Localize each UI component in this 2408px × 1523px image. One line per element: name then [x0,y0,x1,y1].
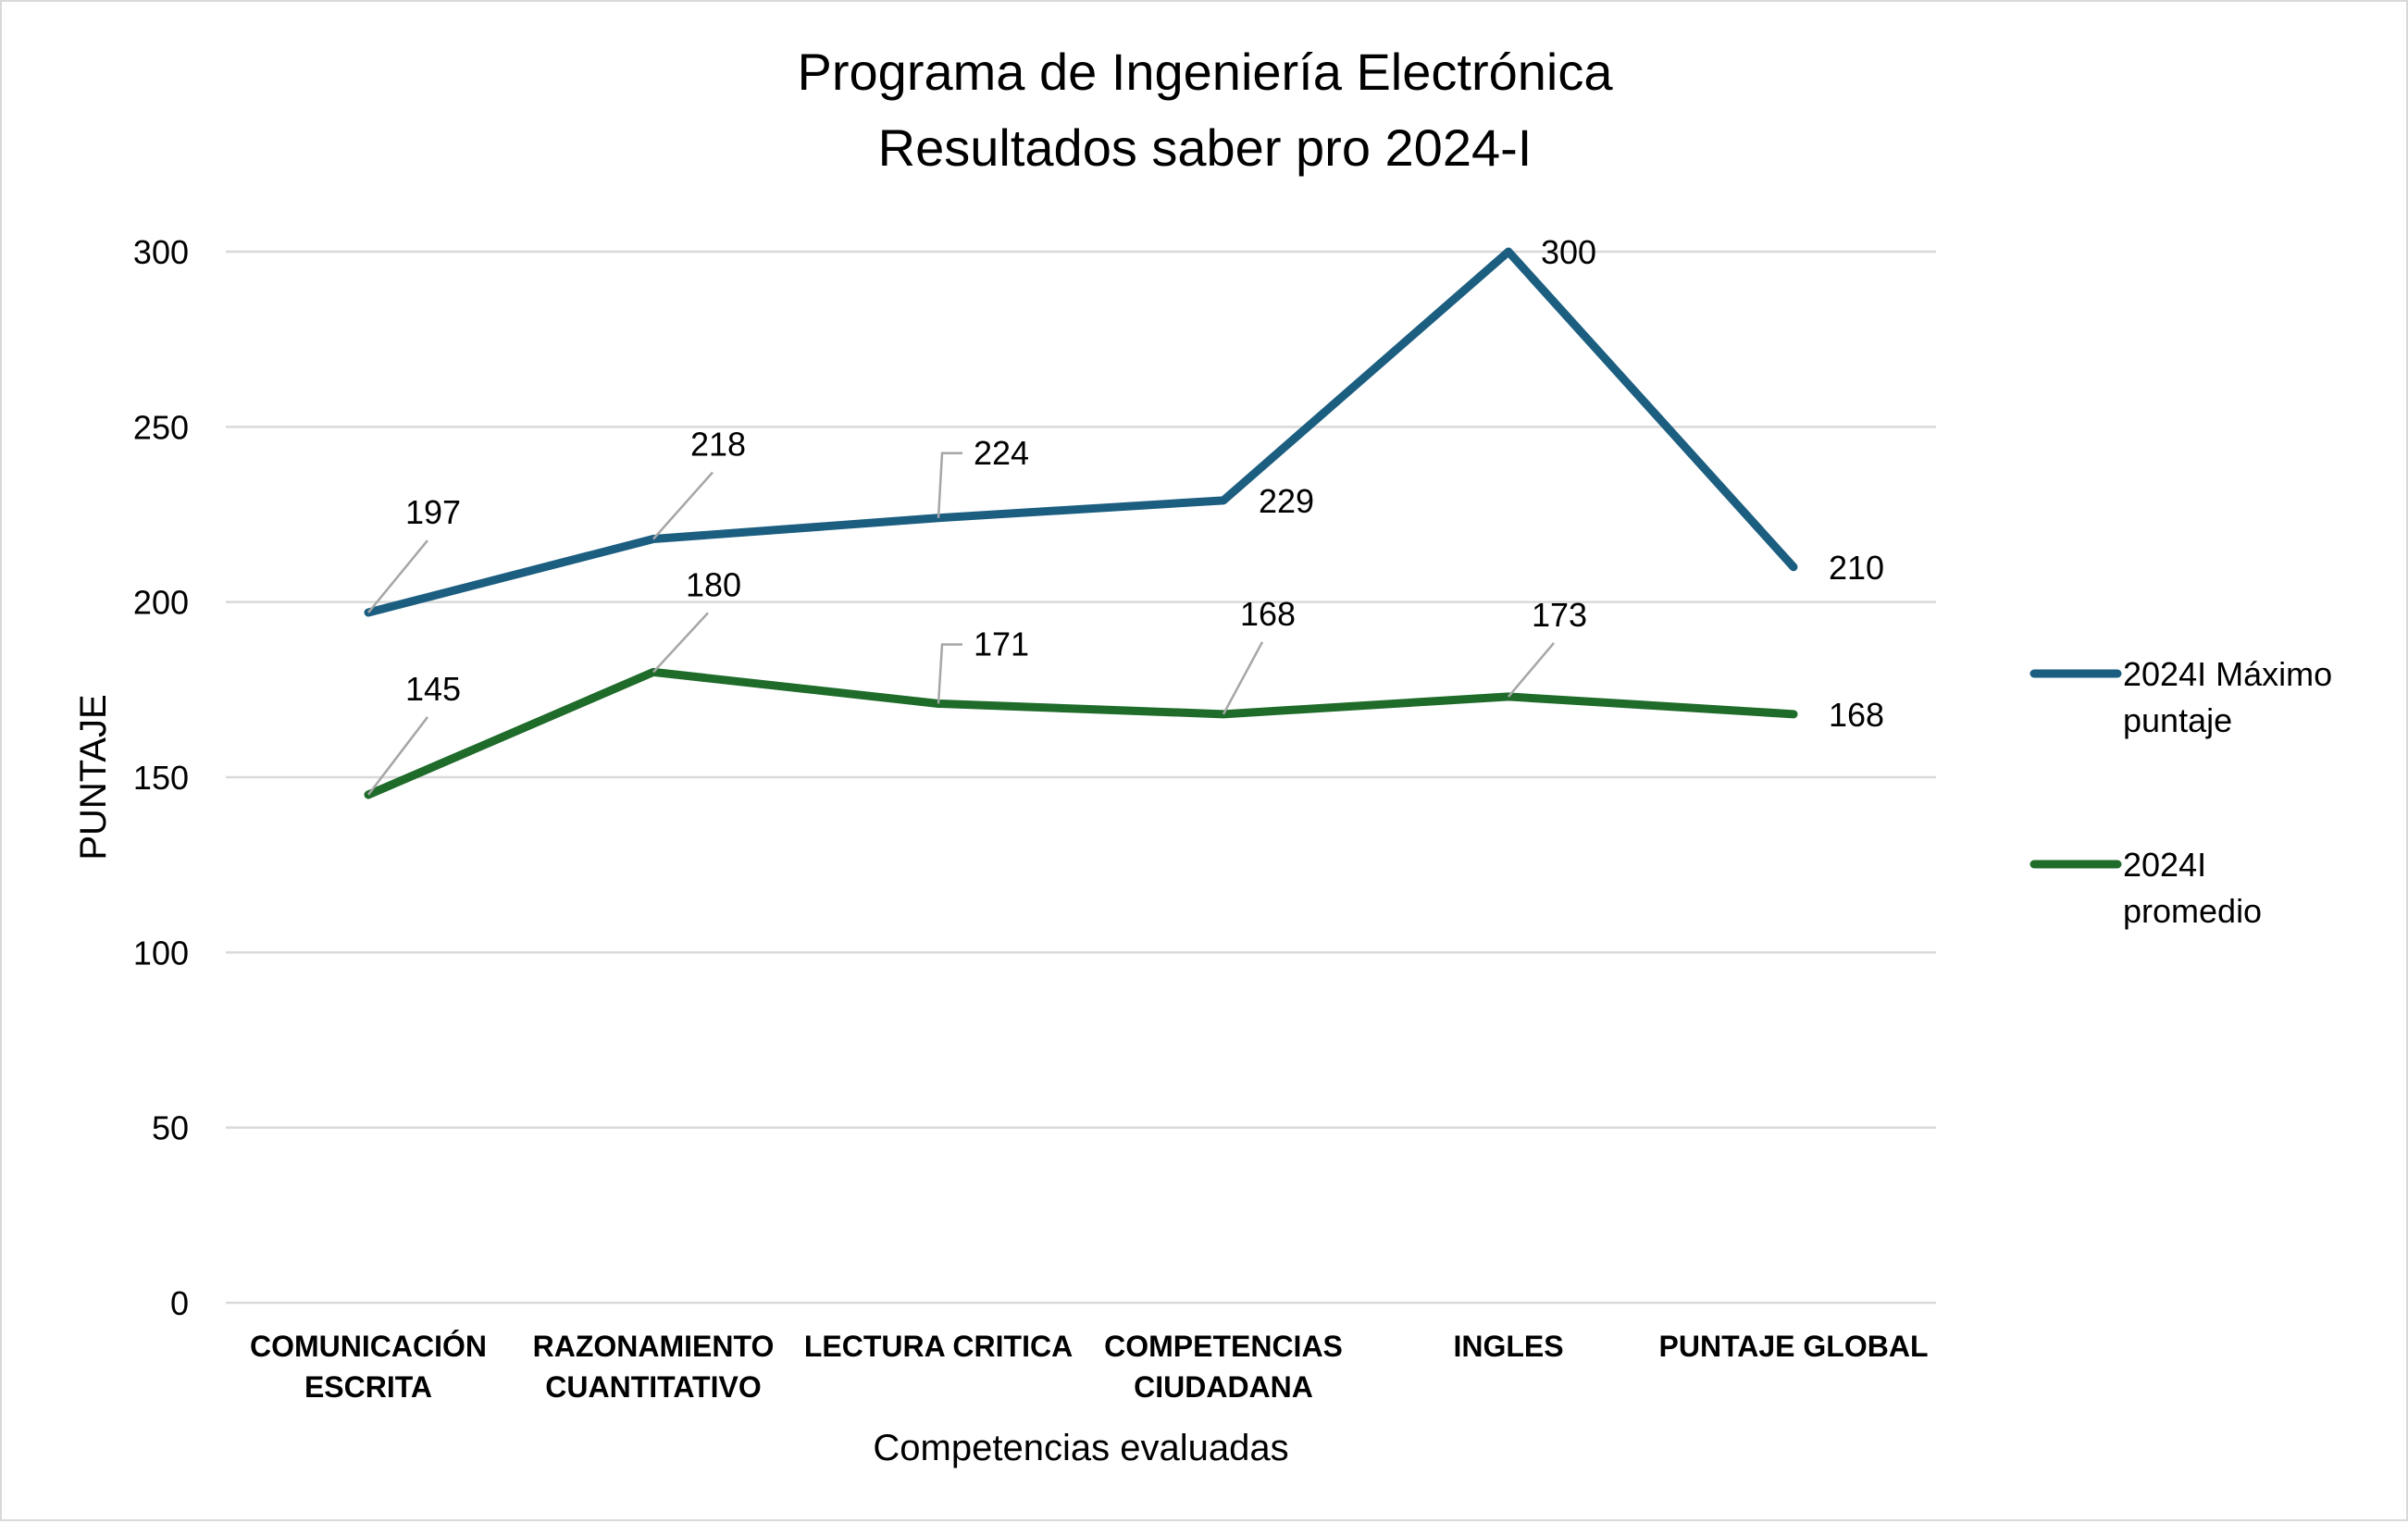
legend-label-1-line-1: 2024I Máximo [2123,655,2332,693]
series-line-2 [364,667,1798,799]
leader-line [652,471,714,540]
y-tick-label-150: 150 [133,759,189,797]
data-label-s1-3: 224 [974,434,1029,472]
leader-line [1222,641,1264,715]
y-axis-ticks: 0 50 100 150 200 250 300 [133,233,189,1322]
y-tick-label-200: 200 [133,584,189,622]
chart-title-line-1: Programa de Ingeniería Electrónica [798,43,1614,101]
y-tick-label-250: 250 [133,408,189,446]
data-label-s2-5: 173 [1532,596,1587,634]
data-label-s1-2: 218 [690,426,746,464]
x-tick-label-4-line-2: CIUDADANA [1134,1370,1313,1404]
x-axis-ticks: COMUNICACIÓN ESCRITA RAZONAMIENTO CUANTITAT… [250,1330,1928,1404]
x-tick-label-1-line-2: ESCRITA [304,1370,432,1404]
y-tick-label-50: 50 [152,1109,189,1147]
legend: 2024I Máximo puntaje 2024I promedio [2029,655,2332,930]
leader-line [1508,642,1555,698]
leader-line [367,539,428,613]
series-lines [364,247,1798,799]
data-label-s2-6: 168 [1829,696,1884,734]
leader-line [367,716,428,796]
chart-title-line-2: Resultados saber pro 2024-I [878,118,1533,177]
x-tick-label-5-line-1: INGLES [1453,1330,1563,1363]
data-label-s1-6: 210 [1829,549,1884,587]
data-label-s1-5: 300 [1541,233,1596,271]
leader-line [937,643,962,704]
x-tick-label-1-line-1: COMUNICACIÓN [250,1330,487,1363]
data-label-s1-4: 229 [1259,482,1314,520]
legend-label-2-line-1: 2024I [2123,846,2206,884]
y-axis-title: PUNTAJE [73,694,114,860]
legend-label-1-line-2: puntaje [2123,701,2232,739]
y-tick-label-300: 300 [133,233,189,271]
x-tick-label-2-line-2: CUANTITATIVO [545,1370,761,1404]
leader-line [937,452,962,518]
x-tick-label-4-line-1: COMPETENCIAS [1104,1330,1343,1363]
series-line-1 [364,247,1798,617]
data-label-s2-3: 171 [974,625,1029,662]
data-label-s2-1: 145 [405,670,461,708]
x-axis-title: Competencias evaluadas [873,1428,1288,1468]
data-labels: 197 218 224 229 300 210 145 180 171 168 173 168 [367,233,1884,796]
data-label-s2-4: 168 [1240,595,1296,633]
y-tick-label-0: 0 [170,1284,189,1322]
gridlines [226,250,1936,1305]
x-tick-label-3-line-1: LECTURA CRITICA [804,1330,1073,1363]
x-tick-label-6-line-1: PUNTAJE GLOBAL [1659,1330,1929,1363]
leader-line [652,612,709,674]
legend-label-2-line-2: promedio [2123,892,2262,930]
data-label-s1-1: 197 [405,493,461,531]
x-tick-label-2-line-1: RAZONAMIENTO [533,1330,775,1363]
chart-title: Programa de Ingeniería Electrónica Result… [798,43,1614,177]
data-label-s2-2: 180 [686,565,741,603]
y-tick-label-100: 100 [133,934,189,972]
